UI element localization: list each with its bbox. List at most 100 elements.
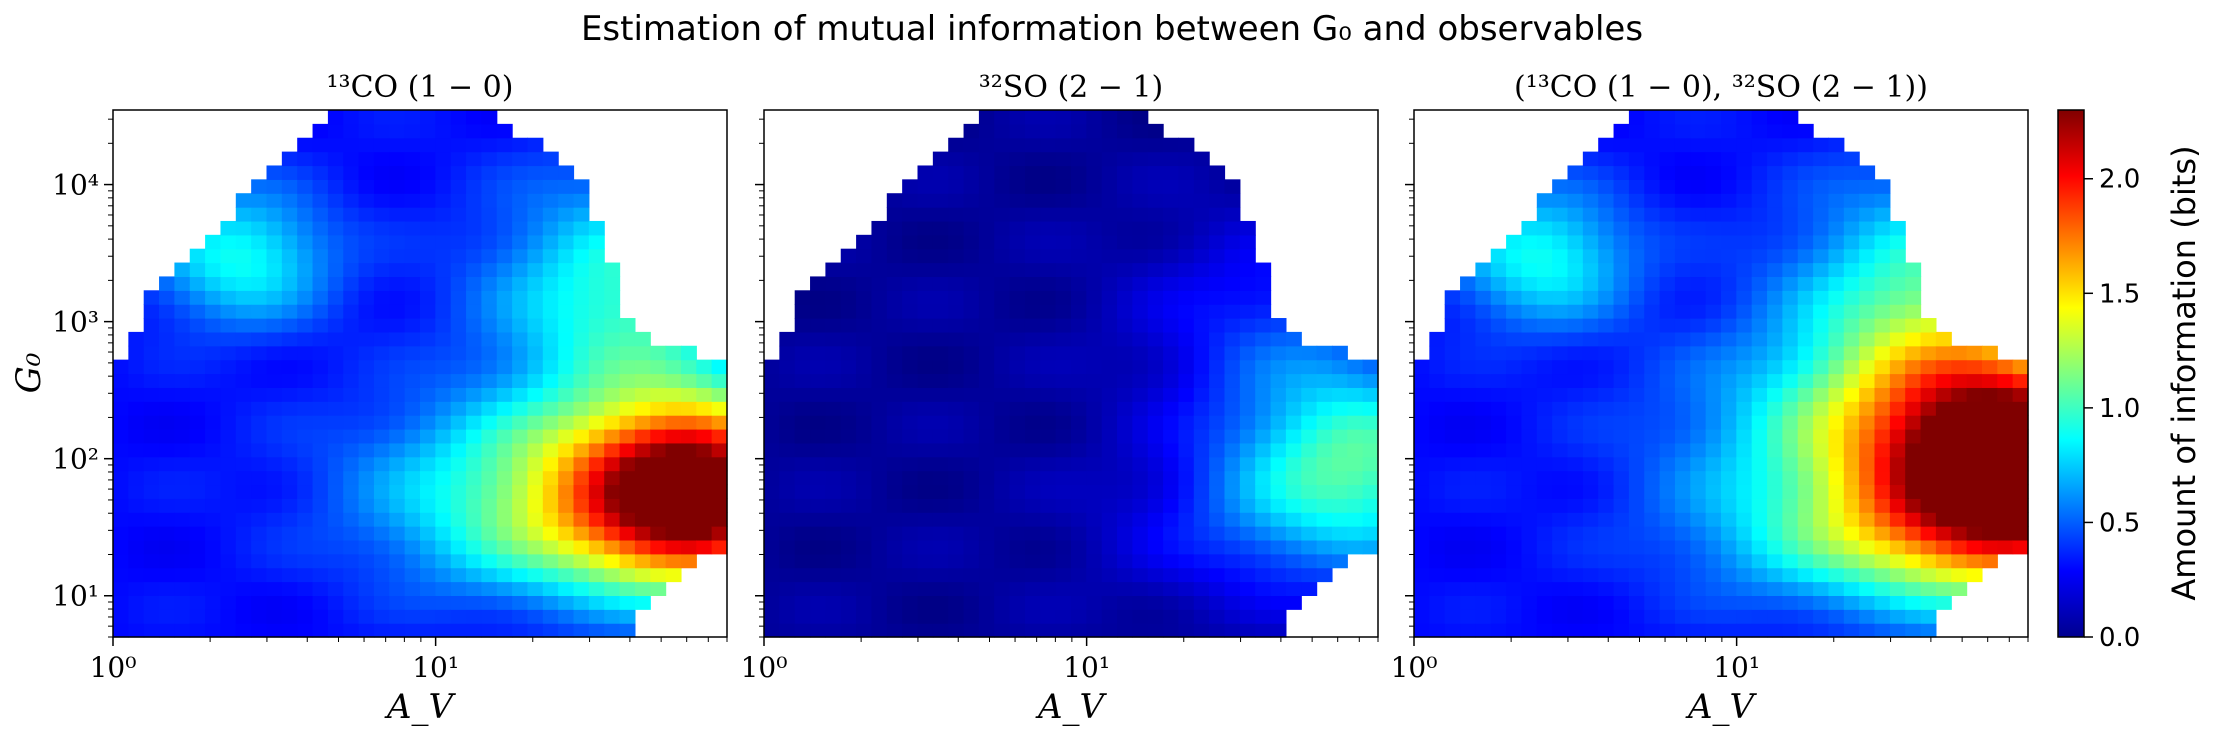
heatmap-cell: [1598, 442, 1615, 458]
heatmap-cell: [619, 470, 636, 486]
heatmap-cell: [1285, 373, 1302, 388]
heatmap-cell: [963, 428, 980, 444]
heatmap-cell: [1797, 179, 1814, 194]
heatmap-cell: [1859, 526, 1876, 541]
heatmap-cell: [1024, 553, 1041, 569]
heatmap-cell: [1460, 484, 1476, 499]
heatmap-cell: [1797, 248, 1814, 264]
heatmap-cell: [1767, 179, 1783, 194]
heatmap-cell: [1040, 415, 1057, 430]
heatmap-cell: [840, 415, 857, 430]
heatmap-cell: [871, 248, 888, 264]
heatmap-cell: [1736, 345, 1753, 361]
heatmap-cell: [1828, 456, 1845, 472]
heatmap-cell: [512, 567, 529, 583]
heatmap-cell: [558, 456, 575, 472]
heatmap-cell: [1843, 401, 1860, 416]
heatmap-cell: [1782, 359, 1799, 375]
heatmap-cell: [1444, 553, 1461, 569]
heatmap-cell: [1224, 539, 1241, 555]
heatmap-cell: [917, 387, 934, 402]
heatmap-cell: [235, 553, 252, 569]
heatmap-cell: [1055, 331, 1072, 347]
heatmap-cell: [1598, 220, 1615, 236]
heatmap-cell: [856, 248, 873, 264]
heatmap-cell: [794, 498, 811, 513]
heatmap-cell: [1301, 539, 1318, 555]
heatmap-cell: [1981, 442, 1998, 458]
heatmap-cell: [1813, 387, 1830, 402]
heatmap-cell: [1414, 609, 1430, 624]
heatmap-cell: [886, 595, 903, 610]
heatmap-cell: [1086, 581, 1103, 596]
heatmap-cell: [840, 512, 857, 527]
heatmap-cell: [1147, 262, 1164, 278]
heatmap-cell: [343, 318, 360, 333]
heatmap-cell: [297, 470, 314, 486]
heatmap-cell: [435, 373, 452, 388]
heatmap-cell: [1628, 110, 1645, 125]
heatmap-cell: [1490, 276, 1507, 291]
heatmap-cell: [1828, 318, 1845, 333]
colorbar-tick-label: 2.0: [2099, 165, 2140, 195]
heatmap-cell: [1782, 165, 1799, 180]
heatmap-cell: [481, 262, 498, 278]
heatmap-cell: [1347, 526, 1364, 541]
heatmap-cell: [420, 428, 436, 444]
heatmap-cell: [650, 470, 667, 486]
heatmap-cell: [1721, 623, 1737, 638]
heatmap-cell: [871, 373, 888, 388]
heatmap-cell: [1506, 415, 1523, 430]
heatmap-cell: [1552, 498, 1569, 513]
heatmap-cell: [1567, 512, 1584, 527]
colorbar-gradient: [2057, 109, 2085, 638]
heatmap-cell: [1705, 290, 1722, 305]
heatmap-cell: [1935, 553, 1952, 569]
heatmap-cell: [902, 484, 919, 499]
heatmap-cell: [435, 442, 452, 458]
heatmap-cell: [1751, 220, 1768, 236]
heatmap-cell: [1490, 290, 1507, 305]
heatmap-cell: [327, 373, 344, 388]
heatmap-cell: [1767, 262, 1783, 278]
heatmap-cell: [1117, 179, 1133, 194]
heatmap-cell: [917, 581, 934, 596]
heatmap-cell: [1797, 359, 1814, 375]
heatmap-cell: [871, 234, 888, 250]
heatmap-cell: [297, 304, 314, 319]
heatmap-cell: [1828, 262, 1845, 278]
heatmap-cell: [1239, 484, 1256, 499]
heatmap-cell: [251, 526, 268, 541]
heatmap-cell: [1414, 470, 1430, 486]
heatmap-cell: [1071, 526, 1087, 541]
heatmap-cell: [466, 248, 482, 264]
heatmap-cell: [512, 553, 529, 569]
heatmap-cell: [1567, 220, 1584, 236]
heatmap-cell: [1132, 290, 1149, 305]
heatmap-cell: [1674, 553, 1691, 569]
heatmap-cell: [1659, 193, 1676, 208]
heatmap-cell: [542, 498, 559, 513]
heatmap-cell: [994, 179, 1011, 194]
heatmap-cell: [389, 442, 406, 458]
heatmap-cell: [1674, 331, 1691, 347]
heatmap-cell: [1301, 553, 1318, 569]
heatmap-cell: [266, 290, 283, 305]
heatmap-cell: [1101, 539, 1118, 555]
heatmap-cell: [220, 526, 237, 541]
heatmap-cell: [1285, 331, 1302, 347]
heatmap-cell: [932, 442, 949, 458]
heatmap-cell: [1613, 248, 1630, 264]
heatmap-cell: [1086, 137, 1103, 153]
heatmap-cell: [297, 553, 314, 569]
heatmap-cell: [558, 234, 575, 250]
heatmap-cell: [1414, 456, 1430, 472]
heatmap-cell: [1009, 387, 1026, 402]
heatmap-cell: [496, 484, 513, 499]
heatmap-cell: [1362, 373, 1379, 388]
heatmap-cell: [1582, 373, 1599, 388]
heatmap-cell: [1163, 318, 1180, 333]
heatmap-cell: [1071, 484, 1087, 499]
heatmap-cell: [1347, 373, 1364, 388]
heatmap-cell: [711, 526, 728, 541]
